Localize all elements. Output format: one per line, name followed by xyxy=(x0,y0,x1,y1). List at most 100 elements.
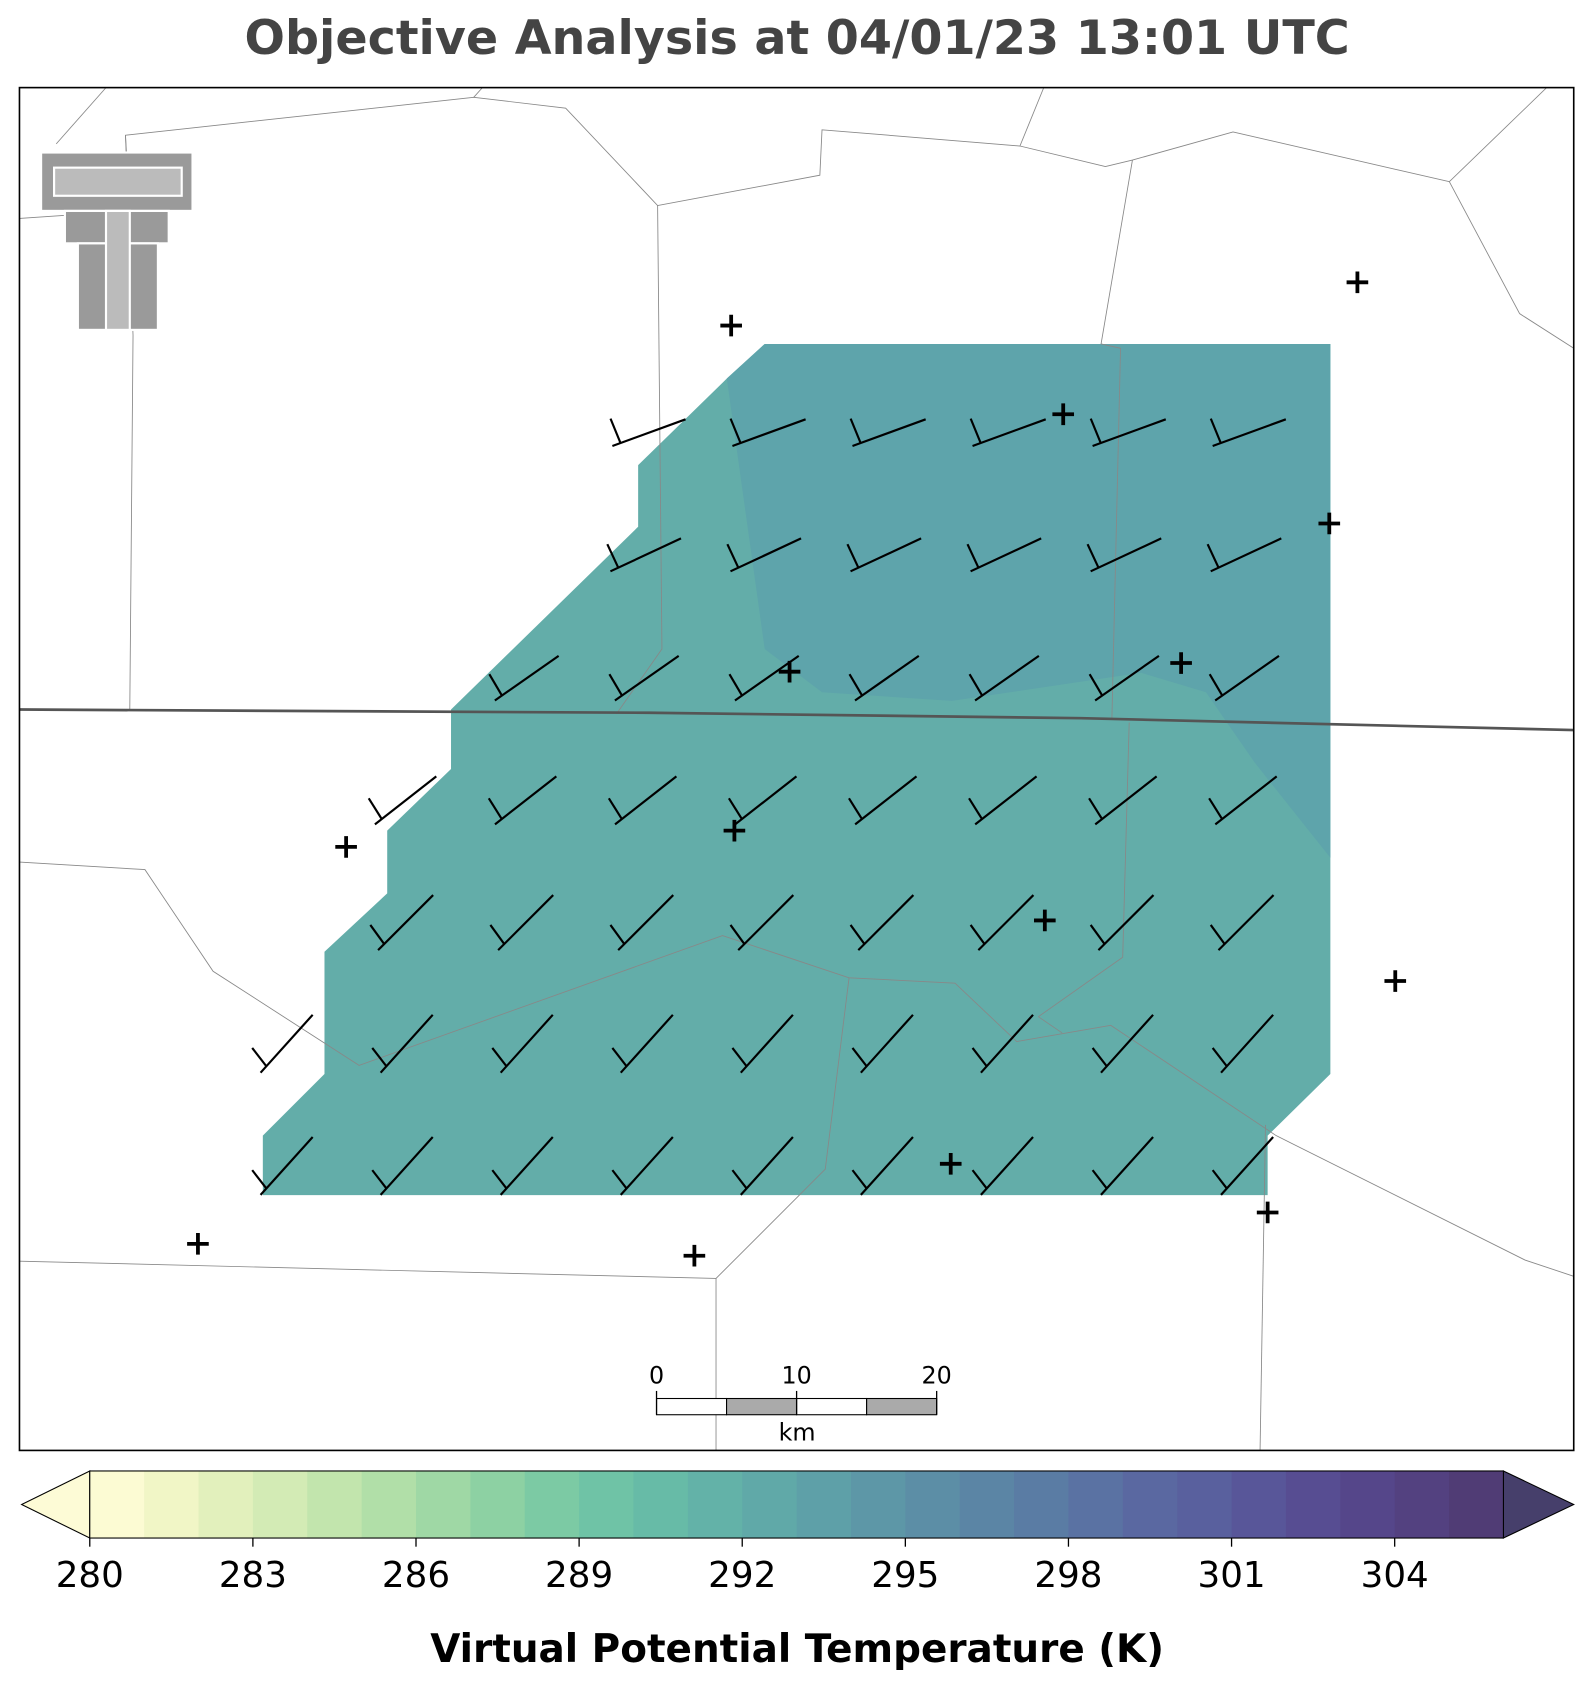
logo xyxy=(40,151,194,331)
barb-shaft xyxy=(1100,1136,1154,1196)
barb-flag xyxy=(491,1169,508,1190)
barb-shaft xyxy=(1210,537,1282,573)
barb-flag xyxy=(846,543,860,569)
colorbar-bin xyxy=(1122,1470,1178,1539)
barb-shaft xyxy=(974,654,1040,702)
barb-shaft xyxy=(1220,1136,1274,1196)
barb-flag xyxy=(251,1047,268,1067)
barb-flag xyxy=(729,418,742,444)
barb-shaft xyxy=(854,775,918,826)
colorbar-bin xyxy=(687,1470,743,1539)
station xyxy=(723,819,746,842)
title: Objective Analysis at 04/01/23 13:01 UTC xyxy=(245,11,1350,66)
barb-flag xyxy=(969,418,982,444)
barb-shaft xyxy=(1212,418,1287,447)
barb-shaft xyxy=(854,654,920,702)
barb-flag xyxy=(489,924,506,945)
scale-segment xyxy=(655,1397,728,1416)
scale-segment xyxy=(796,1397,868,1416)
colorbar-under xyxy=(20,1470,91,1539)
barb-flag xyxy=(726,543,740,569)
colorbar-bin xyxy=(1177,1470,1233,1539)
colorbar-bin xyxy=(1449,1470,1504,1539)
colorbar-bin xyxy=(1068,1470,1124,1539)
station xyxy=(778,660,801,683)
wind-barbs xyxy=(251,418,1287,1196)
barb-flag xyxy=(1088,673,1104,697)
state-line xyxy=(19,708,1574,732)
barb-flag xyxy=(849,418,862,444)
colorbar-bin xyxy=(850,1470,906,1539)
barb-shaft xyxy=(860,1136,914,1196)
colorbar-bin xyxy=(633,1470,689,1539)
barb-flag xyxy=(487,797,503,820)
barb-flag xyxy=(1209,924,1226,945)
barb-shaft xyxy=(499,1014,554,1074)
colorbar-bin xyxy=(1231,1470,1287,1539)
barb-flag xyxy=(251,1169,268,1190)
barb-shaft xyxy=(970,537,1042,573)
barb-flag xyxy=(1086,543,1100,569)
barb-shaft xyxy=(1094,654,1160,702)
colorbar-bin xyxy=(1285,1470,1341,1539)
barb-flag xyxy=(1211,1047,1228,1067)
barb-shaft xyxy=(1097,894,1155,951)
scale-tick-label: 20 xyxy=(922,1361,952,1389)
scale-segment xyxy=(726,1397,798,1416)
barb-flag xyxy=(1089,418,1102,444)
colorbar-bin xyxy=(89,1470,145,1539)
barb-flag xyxy=(731,1169,748,1190)
barb-flag xyxy=(851,1169,868,1190)
barb-shaft xyxy=(860,1014,914,1074)
barb-shaft xyxy=(612,418,686,447)
scale-tick-label: 0 xyxy=(649,1361,664,1389)
barb-shaft xyxy=(617,894,675,951)
station xyxy=(683,1244,706,1267)
barb-shaft xyxy=(972,418,1047,447)
barb-shaft xyxy=(259,1014,314,1074)
barb-shaft xyxy=(494,775,558,826)
barb-shaft xyxy=(379,1014,434,1074)
barb-shaft xyxy=(737,894,795,951)
colorbar-bin xyxy=(307,1470,363,1539)
barb-shaft xyxy=(379,1136,434,1196)
colorbar-tick-label: 286 xyxy=(382,1555,450,1596)
colorbar-tick-label: 298 xyxy=(1034,1555,1102,1596)
barb-shaft xyxy=(1090,537,1162,573)
barb-shaft xyxy=(1217,894,1275,951)
colorbar-bin xyxy=(470,1470,526,1539)
barb-flag xyxy=(488,673,503,697)
barb-shaft xyxy=(374,775,437,826)
barb-shaft xyxy=(739,1136,794,1196)
barb-shaft xyxy=(259,1136,314,1196)
barb-flag xyxy=(728,673,743,697)
barb-shaft xyxy=(614,775,678,826)
barb-flag xyxy=(607,797,623,820)
colorbar-bin xyxy=(252,1470,308,1539)
barb-shaft xyxy=(732,418,806,447)
barb-shaft xyxy=(852,418,927,447)
colorbar-tick-label: 289 xyxy=(545,1555,613,1596)
barb-flag xyxy=(371,1047,388,1067)
barb-flag xyxy=(1091,1169,1108,1190)
barb-flag xyxy=(606,543,620,569)
scale-tick-label: 10 xyxy=(781,1361,811,1389)
station xyxy=(335,836,357,858)
colorbar-bin xyxy=(415,1470,471,1539)
barb-flag xyxy=(968,673,984,697)
colorbar-bin xyxy=(1340,1470,1396,1539)
colorbar-bin xyxy=(1014,1470,1069,1539)
colorbar-bin xyxy=(524,1470,580,1539)
barb-shaft xyxy=(499,1136,554,1196)
barb-flag xyxy=(968,797,983,820)
barb-shaft xyxy=(739,1014,794,1074)
barb-flag xyxy=(1091,1047,1108,1067)
colorbar-tick-label: 301 xyxy=(1198,1555,1266,1596)
station xyxy=(1170,652,1192,674)
barb-shaft xyxy=(494,654,560,702)
barb-flag xyxy=(731,1047,748,1067)
colorbar-tick-label: 280 xyxy=(56,1555,124,1596)
scale-bar: km 0 10 20 xyxy=(649,1361,952,1446)
